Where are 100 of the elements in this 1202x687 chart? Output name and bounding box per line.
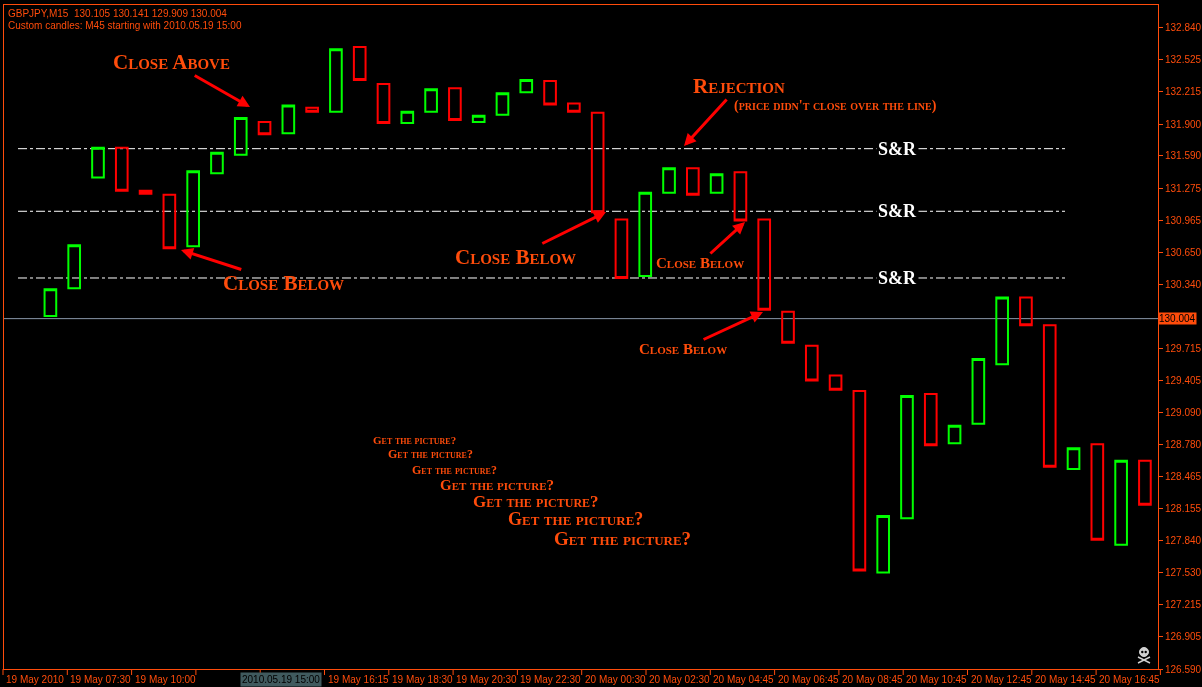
candlestick: [923, 392, 938, 447]
annotation: Get the picture?: [554, 528, 692, 549]
text: 20 May 14:45: [1035, 674, 1097, 685]
candlestick: [329, 48, 343, 113]
candlestick: [804, 344, 819, 382]
annotation: Get the picture?: [473, 492, 599, 511]
y-tick-label: 131.590: [1165, 150, 1202, 162]
annotation: Close Below: [455, 245, 577, 269]
text: 19 May 18:30: [392, 674, 454, 685]
candlestick: [1042, 324, 1057, 468]
text: 20 May 00:30: [585, 674, 647, 685]
y-tick-label: 127.530: [1165, 567, 1202, 579]
candlestick: [186, 170, 200, 248]
annotation: Get the picture?: [440, 477, 555, 493]
text: 19 May 07:30: [70, 674, 132, 685]
annotation: Get the picture?: [412, 463, 497, 477]
candlestick: [852, 389, 867, 572]
y-tick-label: 126.905: [1165, 631, 1202, 643]
ref-line-label: S&R: [878, 268, 917, 288]
chart-title: GBPJPY,M15 130.105 130.141 129.909 130.004: [8, 8, 228, 19]
text: 20 May 02:30: [649, 674, 711, 685]
ref-line-label: 130.004: [1159, 313, 1196, 324]
candlestick: [828, 374, 843, 391]
candlestick: [519, 78, 534, 94]
candlestick: [971, 358, 986, 425]
annotation: Get the picture?: [373, 434, 457, 446]
text: 2010.05.19 15:00: [242, 674, 321, 685]
candlestick: [567, 102, 581, 113]
text: 19 May 22:30: [520, 674, 582, 685]
candlestick: [352, 46, 367, 81]
annotation: (price didn't close over the line): [734, 98, 937, 114]
text: 19 May 10:00: [135, 674, 197, 685]
ref-line-label: S&R: [878, 139, 917, 159]
text: 19 May 16:15: [328, 674, 390, 685]
y-tick-label: 129.715: [1165, 342, 1202, 354]
text: 19 May 2010: [6, 674, 65, 685]
y-tick-label: 131.900: [1165, 118, 1202, 130]
candlestick: [638, 191, 653, 277]
annotation: Get the picture?: [388, 447, 473, 461]
candlestick: [233, 116, 248, 156]
ref-line-label: S&R: [878, 201, 917, 221]
candlestick: [138, 189, 153, 195]
candlestick: [305, 106, 319, 113]
text: Custom candles: M45 starting with 2010.05.19 15:00: [8, 20, 242, 31]
candlestick: [91, 146, 105, 179]
y-tick-label: 131.275: [1165, 182, 1202, 194]
candlestick: [1019, 296, 1033, 327]
candlestick: [995, 296, 1009, 366]
text: 20 May 04:45: [713, 674, 775, 685]
y-tick-label: 128.155: [1165, 502, 1202, 514]
text: 20 May 12:45: [971, 674, 1033, 685]
y-tick-label: 127.215: [1165, 599, 1202, 611]
candlestick: [1138, 459, 1152, 506]
candlestick: [400, 110, 415, 125]
candlestick: [471, 114, 486, 123]
candlestick: [947, 424, 962, 445]
text: 20 May 16:45: [1099, 674, 1161, 685]
candlestick: [781, 310, 795, 344]
text: 20 May 10:45: [906, 674, 968, 685]
y-tick-label: 132.525: [1165, 54, 1202, 66]
candlestick: [709, 173, 724, 194]
annotation: Close Below: [656, 255, 745, 271]
candlestick: [448, 87, 462, 121]
candlestick: [424, 88, 438, 113]
y-tick-label: 128.780: [1165, 438, 1202, 450]
candlestick: [114, 146, 129, 192]
y-tick-label: 130.965: [1165, 214, 1202, 226]
y-tick-label: 127.840: [1165, 535, 1202, 547]
candlestick: [543, 79, 557, 106]
candlestick: [1066, 447, 1081, 470]
y-tick-label: 128.465: [1165, 471, 1202, 483]
candlestick: [662, 167, 676, 194]
annotation: Rejection: [693, 74, 786, 98]
candlestick: [162, 193, 177, 250]
y-tick-label: 129.405: [1165, 374, 1202, 386]
text: 19 May 20:30: [456, 674, 518, 685]
candlestick: [67, 244, 82, 290]
candlestick: [1114, 459, 1128, 546]
y-tick-label: 132.215: [1165, 86, 1202, 98]
candlestick: [900, 395, 914, 520]
candlestick: [257, 121, 272, 136]
annotation: Close Below: [223, 271, 345, 295]
candlestick: [376, 83, 391, 125]
annotation: Get the picture?: [508, 509, 644, 529]
y-tick-label: 130.650: [1165, 246, 1202, 258]
candlestick: [210, 151, 224, 175]
candlestick: [686, 167, 700, 196]
candlestick: [614, 218, 629, 279]
candlestick: [495, 92, 510, 116]
annotation: Close Above: [113, 50, 230, 74]
y-tick-label: 130.340: [1165, 278, 1202, 290]
candlestick: [281, 104, 296, 135]
annotation: Close Below: [639, 341, 728, 357]
y-tick-label: 129.090: [1165, 406, 1202, 418]
y-tick-label: 126.590: [1165, 663, 1202, 675]
candlestick: [1090, 443, 1105, 541]
y-tick-label: 132.840: [1165, 22, 1202, 34]
candlestick: [43, 288, 58, 317]
text: 20 May 06:45: [778, 674, 840, 685]
candlestick: [876, 515, 891, 574]
